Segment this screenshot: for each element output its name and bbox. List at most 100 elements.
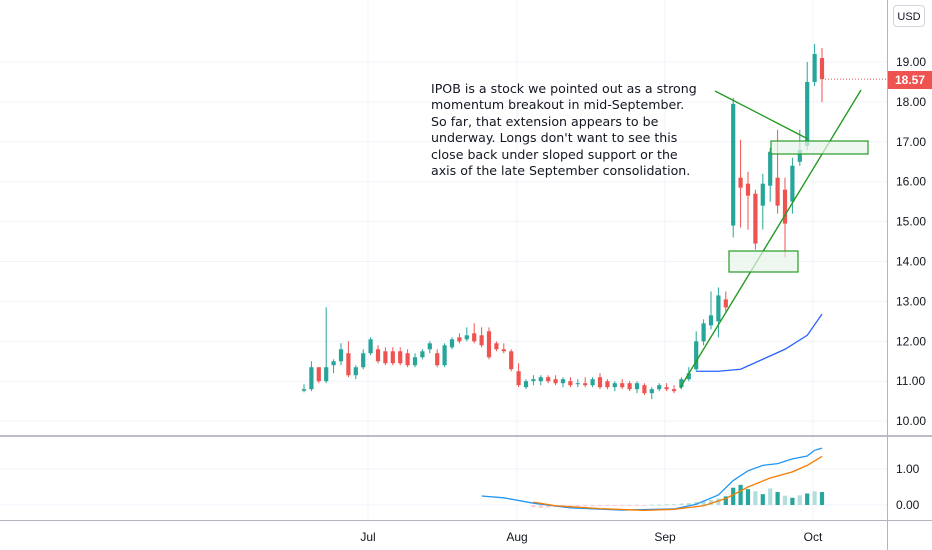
candle-body	[671, 389, 677, 392]
candle-body	[775, 177, 780, 206]
candle-body	[405, 353, 410, 366]
candle-body	[642, 385, 647, 394]
candle-body	[479, 335, 484, 346]
candle-body	[346, 353, 351, 376]
resistance-trendline	[714, 90, 809, 140]
y-tick-label: 11.00	[896, 374, 925, 388]
candle-body	[819, 58, 825, 80]
candle-body	[634, 383, 640, 390]
candle	[501, 343, 506, 354]
candle-body	[412, 357, 418, 366]
histogram-bar	[538, 505, 543, 508]
candle	[634, 381, 640, 394]
x-tick-label: Oct	[804, 530, 823, 544]
candle-body	[516, 371, 521, 386]
candle	[435, 349, 440, 368]
candle-body	[457, 337, 462, 342]
histogram-bar	[760, 494, 765, 505]
histogram-bar	[634, 505, 640, 506]
candle	[716, 287, 721, 338]
candle	[449, 337, 455, 350]
candle	[605, 379, 610, 390]
candle	[812, 44, 817, 86]
histogram-bar	[731, 487, 736, 505]
candle-body	[731, 103, 736, 226]
candle	[649, 387, 654, 400]
candle-body	[797, 149, 802, 162]
y-tick-label: 16.00	[896, 175, 926, 189]
candle-body	[523, 381, 529, 388]
histogram-bar	[590, 505, 595, 507]
candle	[361, 349, 366, 370]
histogram-bar	[723, 496, 728, 505]
histogram-bar	[620, 505, 625, 506]
signal-line	[533, 455, 823, 512]
histogram-bar	[597, 505, 603, 507]
candle	[664, 383, 669, 392]
candle	[590, 377, 595, 388]
candle-body	[790, 165, 795, 202]
candle-body	[686, 373, 691, 380]
moving-average-line	[696, 313, 823, 372]
candle-body	[701, 323, 706, 342]
candle	[657, 383, 662, 392]
histogram-bar	[753, 491, 758, 505]
candle	[427, 341, 432, 354]
candle-body	[309, 367, 314, 390]
candle	[338, 343, 344, 366]
candle	[790, 157, 795, 214]
y-tick-label: 19.00	[896, 55, 926, 69]
candle	[405, 349, 410, 368]
histogram-bar	[738, 484, 743, 505]
candle	[464, 327, 469, 342]
candle	[708, 291, 714, 330]
candle-body	[538, 377, 543, 382]
y-tick-label: 0.00	[896, 498, 920, 512]
candle-body	[627, 383, 632, 390]
candle	[324, 307, 329, 384]
y-tick-label: 12.00	[896, 334, 926, 348]
y-tick-label: 1.00	[896, 462, 920, 476]
candle	[353, 365, 358, 380]
candle-body	[442, 345, 447, 366]
analysis-annotation: IPOB is a stock we pointed out as a stro…	[431, 81, 697, 179]
histogram-bar	[701, 501, 706, 505]
histogram-bar	[790, 497, 795, 505]
histogram-bar	[686, 503, 691, 505]
currency-button[interactable]: USD	[893, 5, 925, 27]
candle	[390, 347, 395, 366]
candle-body	[427, 343, 432, 350]
candle-body	[398, 351, 403, 364]
histogram-bar	[775, 492, 780, 505]
candle	[346, 341, 351, 378]
grid-lines	[0, 0, 887, 520]
histogram-bar	[694, 502, 699, 505]
histogram-bar	[819, 492, 825, 505]
candle	[523, 379, 529, 390]
candle	[560, 377, 566, 388]
candle	[494, 341, 499, 352]
macd-histogram	[531, 484, 825, 508]
candle-body	[383, 351, 388, 364]
support-trendline	[679, 89, 862, 389]
candle-body	[531, 379, 536, 382]
candles	[301, 44, 825, 400]
candle-body	[435, 353, 440, 366]
candle	[738, 139, 743, 228]
candle-body	[664, 387, 669, 390]
candle-body	[723, 299, 728, 308]
candle-body	[338, 349, 344, 362]
candle-body	[708, 315, 714, 326]
histogram-bar	[642, 505, 647, 506]
candle-body	[597, 377, 603, 388]
histogram-bar	[583, 505, 588, 507]
candle	[457, 333, 462, 344]
histogram-bar	[568, 505, 573, 507]
candle	[420, 349, 425, 360]
candle	[597, 373, 603, 390]
candle-body	[316, 367, 321, 382]
candle-body	[716, 295, 721, 322]
candle-body	[560, 379, 566, 384]
candle-body	[782, 189, 788, 224]
